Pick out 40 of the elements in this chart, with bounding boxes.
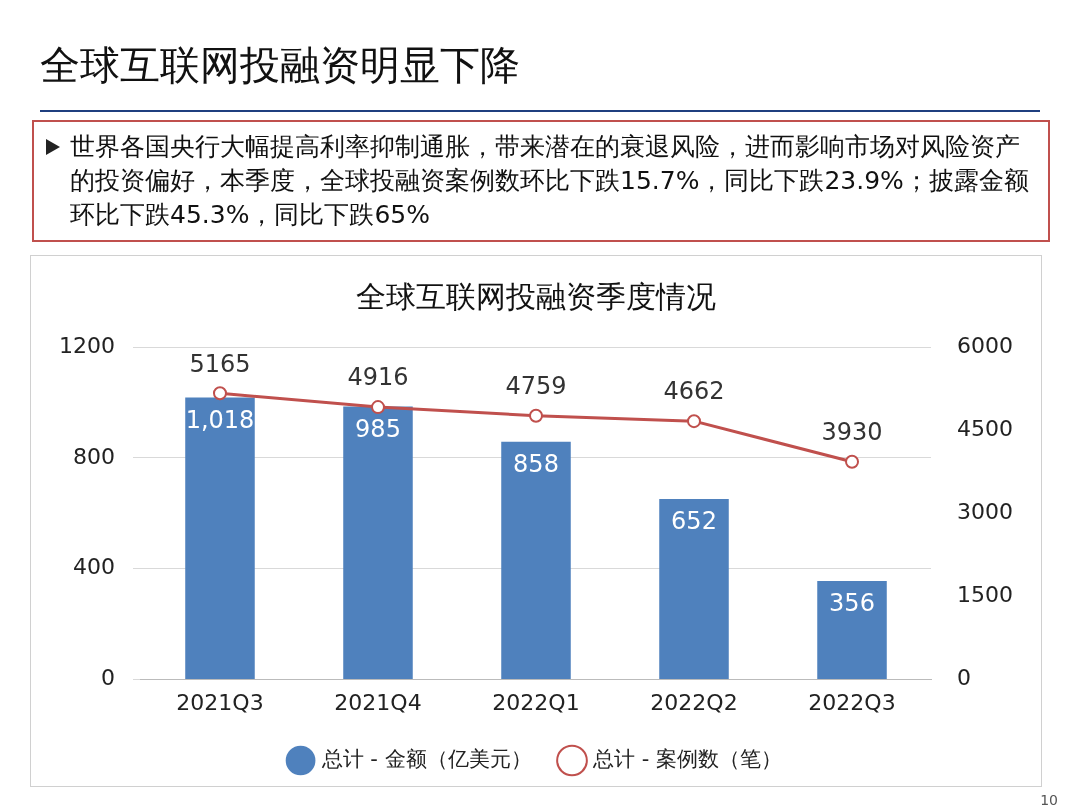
x-tick-label: 2022Q2 (650, 689, 738, 715)
data-label: 3930 (821, 417, 883, 446)
data-label: 4759 (505, 372, 567, 401)
legend-label: 总计 - 案例数（笔） (592, 746, 782, 771)
point (687, 414, 702, 429)
point (371, 400, 385, 415)
y-tick-label: 400 (72, 554, 115, 580)
bar (501, 441, 571, 680)
bar (185, 397, 255, 680)
y2-tick-label: 4500 (957, 415, 1014, 441)
y2-tick-label: 0 (957, 665, 972, 691)
x-tick-label: 2022Q1 (492, 689, 580, 715)
bar (817, 580, 887, 680)
point (529, 408, 543, 423)
x-tick-label: 2021Q4 (334, 689, 422, 715)
legend-label: 总计 - 金额（亿美元） (320, 746, 532, 771)
text: 世界各国央行大幅提高利率抑制通胀，带来潜在的衰退风险，进而影响市场对风险资产的投资偏好，本季度，全球投融资案例数环比下跌15.7%，同比下跌23.9%；披露金额环比下跌45.3%，同比下跌65% (70, 131, 1030, 231)
y2-tick-label: 1500 (957, 582, 1014, 608)
x-tick-label: 2022Q3 (808, 689, 896, 715)
data-label: 858 (513, 450, 559, 479)
x-tick-label: 2021Q3 (176, 689, 264, 715)
y-tick-label: 0 (100, 665, 115, 691)
data-label: 4916 (347, 363, 409, 392)
bar (659, 498, 729, 680)
data-label: 5165 (189, 349, 251, 378)
data-label: 652 (671, 507, 717, 536)
point (845, 454, 860, 469)
point (212, 386, 227, 401)
data-label: 4662 (663, 377, 725, 406)
data-label: 1,018 (185, 405, 255, 434)
chart-subtitle: 全球互联网投融资季度情况 (356, 278, 716, 314)
y2-tick-label: 6000 (957, 332, 1014, 358)
y-tick-label: 1200 (58, 332, 115, 358)
text: 10 (1040, 792, 1058, 808)
bar (343, 406, 413, 680)
y2-tick-label: 3000 (957, 499, 1014, 525)
y-tick-label: 800 (72, 443, 115, 469)
chart-title: 全球互联网投融资明显下降 (40, 41, 520, 90)
data-label: 356 (829, 589, 875, 618)
data-label: 985 (355, 414, 401, 443)
